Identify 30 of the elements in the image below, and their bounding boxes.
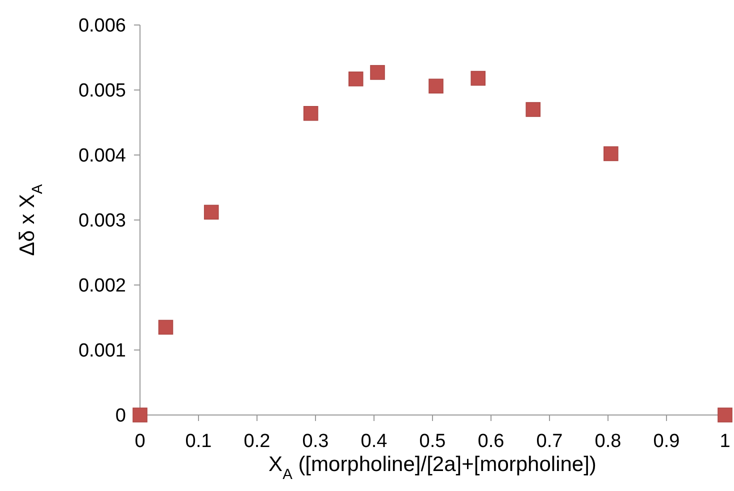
x-tick-label: 0.3 (302, 431, 329, 452)
x-tick-label: 0.6 (478, 431, 504, 452)
point (370, 65, 385, 80)
x-tick-label: 0 (134, 431, 146, 452)
x-tick-label: 0.5 (419, 431, 446, 452)
y-tick-label: 0.003 (78, 210, 126, 232)
point (604, 146, 618, 162)
point (718, 408, 732, 422)
point (132, 408, 148, 422)
point (348, 72, 364, 86)
point (204, 204, 219, 220)
y-tick-label: 0.001 (78, 340, 126, 362)
y-tick-label: 0 (115, 406, 126, 427)
point (303, 106, 318, 121)
y-tick-label: 0.004 (78, 146, 126, 167)
y-tick-label: 0.002 (78, 276, 126, 297)
y-tick-label: 0.005 (78, 80, 126, 102)
x-tick-label: 0.8 (594, 431, 622, 452)
point (526, 102, 541, 117)
x-tick-label: 0.1 (185, 431, 212, 452)
point (428, 78, 444, 94)
x-tick-label: 0.2 (244, 431, 270, 452)
x-tick-label: 0.7 (536, 431, 563, 452)
point (470, 70, 486, 86)
y-tick-label: 0.006 (78, 16, 126, 37)
x-tick-label: 0.9 (653, 431, 680, 452)
x-axis-title: X$_{A}$ ([morpholine]/[2a]+[morpholine]) (268, 453, 596, 483)
point (158, 320, 174, 335)
x-tick-label: 0.4 (360, 431, 388, 452)
x-tick-label: 1 (720, 431, 730, 452)
